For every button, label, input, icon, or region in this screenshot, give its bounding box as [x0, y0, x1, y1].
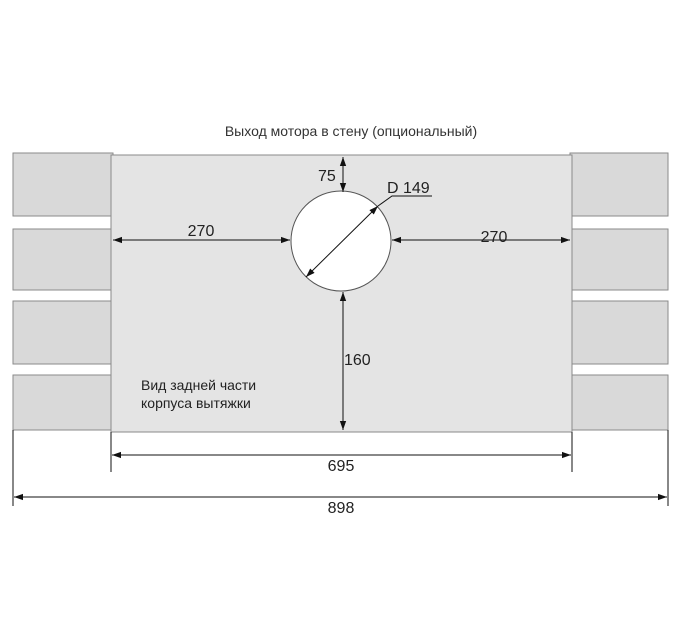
brick [12, 228, 114, 291]
label-bottom-offset: 160 [344, 352, 371, 369]
dim-line-diameter [305, 205, 379, 278]
label-left-offset: 270 [188, 223, 215, 240]
dimension-lines [12, 157, 669, 506]
brick [569, 228, 669, 291]
outlet-hole [290, 190, 392, 292]
wall-bricks-right [569, 152, 669, 431]
note-line-1: Вид задней части [141, 377, 256, 393]
label-diameter: D 149 [387, 180, 430, 197]
brick [12, 300, 114, 365]
brick [569, 300, 669, 365]
label-total-width: 898 [328, 500, 355, 517]
note-line-2: корпуса вытяжки [141, 395, 251, 411]
brick [12, 374, 114, 431]
brick [569, 152, 669, 217]
label-top-offset: 75 [318, 168, 336, 185]
diameter-leader [377, 195, 432, 207]
label-body-width: 695 [328, 458, 355, 475]
brick [569, 374, 669, 431]
wall-bricks-left [12, 152, 114, 431]
label-right-offset: 270 [481, 229, 508, 246]
diagram-title: Выход мотора в стену (опциональный) [225, 123, 477, 139]
brick [12, 152, 114, 217]
